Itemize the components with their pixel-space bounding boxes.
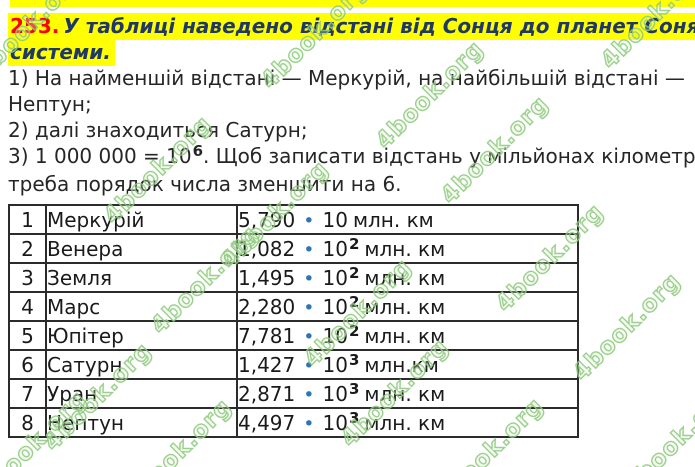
cell-planet: Сатурн [45,349,238,380]
value-mantissa: 2,871 [238,381,296,406]
multiplication-dot-icon: • [303,296,315,319]
value-unit: млн. км [364,323,446,348]
problem-number: 253. [10,14,60,38]
cell-number: 8 [8,407,47,438]
cell-planet: Земля [45,262,238,293]
table-row: 5 Юпітер 7,781 • 102 млн. км [8,320,579,351]
value-mantissa: 1,495 [238,265,296,290]
cell-number: 2 [8,233,47,264]
multiplication-dot-icon: • [303,209,315,232]
cell-planet: Меркурій [45,204,238,235]
value-exponent: 3 [348,408,360,427]
table-row: 4 Марс 2,280 • 102 млн. км [8,291,579,322]
cell-number: 3 [8,262,47,293]
value-exponent: 3 [348,379,360,398]
value-unit: млн.км [364,352,439,377]
multiplication-dot-icon: • [303,238,315,261]
value-exponent: 2 [348,263,360,282]
multiplication-dot-icon: • [303,354,315,377]
value-exponent: 3 [348,350,360,369]
table-row: 3 Земля 1,495 • 102 млн. км [8,262,579,293]
cell-value: 2,871 • 103 млн. км [236,378,579,409]
value-unit: млн. км [364,381,446,406]
value-mantissa: 1,427 [238,352,296,377]
planets-table: 1 Меркурій 5,790 • 10 млн. км 2 Венера 1,082 • 102… [8,204,579,438]
title-highlight-2: системи. [8,39,115,66]
value-base: 10 [322,265,348,290]
item3-text-post: . Щоб записати відстань у мільйонах кіло… [203,144,695,168]
value-base: 10 [322,236,348,261]
top-highlight-stripe [10,0,695,7]
cell-number: 1 [8,204,47,235]
answer-item-1-line-1: 1) На найменшій відстані — Меркурій, на … [8,66,685,90]
table-row: 1 Меркурій 5,790 • 10 млн. км [8,204,579,235]
cell-number: 4 [8,291,47,322]
value-base: 10 [322,207,348,232]
value-unit: млн. км [364,265,446,290]
value-mantissa: 2,280 [238,294,296,319]
cell-number: 7 [8,378,47,409]
answer-item-3-line-2: треба порядок числа зменшити на 6. [8,172,402,196]
title-line-1: 253. У таблиці наведено відстані від Сонц… [8,13,695,40]
cell-value: 5,790 • 10 млн. км [236,204,579,235]
cell-planet: Марс [45,291,238,322]
value-unit: млн. км [352,207,434,232]
title-text-line-1: У таблиці наведено відстані від Сонця до… [63,14,695,38]
answer-item-1-line-2: Нептун; [8,92,92,116]
cell-planet: Нептун [45,407,238,438]
title-text-line-2: системи. [10,40,111,64]
cell-number: 5 [8,320,47,351]
content: 253. У таблиці наведено відстані від Сонц… [8,13,695,438]
value-base: 10 [322,381,348,406]
cell-planet: Уран [45,378,238,409]
item3-exponent: 6 [192,142,204,160]
cell-value: 7,781 • 102 млн. км [236,320,579,351]
answer-item-2: 2) далі знаходиться Сатурн; [8,118,308,142]
value-mantissa: 4,497 [238,410,296,435]
answer-item-3-line-1: 3) 1 000 000 = 106. Щоб записати відстан… [8,142,695,171]
multiplication-dot-icon: • [303,325,315,348]
cell-planet: Венера [45,233,238,264]
value-exponent: 2 [348,321,360,340]
multiplication-dot-icon: • [303,267,315,290]
value-exponent: 2 [348,292,360,311]
cell-value: 1,082 • 102 млн. км [236,233,579,264]
cell-value: 1,427 • 103 млн.км [236,349,579,380]
cell-planet: Юпітер [45,320,238,351]
table-row: 7 Уран 2,871 • 103 млн. км [8,378,579,409]
cell-value: 2,280 • 102 млн. км [236,291,579,322]
cell-value: 4,497 • 103 млн. км [236,407,579,438]
value-base: 10 [322,294,348,319]
item3-text-pre: 3) 1 000 000 = 10 [8,144,192,168]
value-base: 10 [322,352,348,377]
multiplication-dot-icon: • [303,383,315,406]
title-line-2: системи. [8,39,692,66]
value-base: 10 [322,323,348,348]
value-mantissa: 5,790 [238,207,296,232]
cell-number: 6 [8,349,47,380]
value-exponent: 2 [348,234,360,253]
table-row: 2 Венера 1,082 • 102 млн. км [8,233,579,264]
multiplication-dot-icon: • [303,412,315,435]
cell-value: 1,495 • 102 млн. км [236,262,579,293]
title-highlight-1: 253. У таблиці наведено відстані від Сонц… [8,13,695,40]
value-unit: млн. км [364,294,446,319]
table-row: 8 Нептун 4,497 • 103 млн. км [8,407,579,438]
planets-table-body: 1 Меркурій 5,790 • 10 млн. км 2 Венера 1,082 • 102… [8,204,579,438]
table-row: 6 Сатурн 1,427 • 103 млн.км [8,349,579,380]
value-mantissa: 7,781 [238,323,296,348]
value-base: 10 [322,410,348,435]
value-unit: млн. км [364,410,446,435]
value-unit: млн. км [364,236,446,261]
value-mantissa: 1,082 [238,236,296,261]
